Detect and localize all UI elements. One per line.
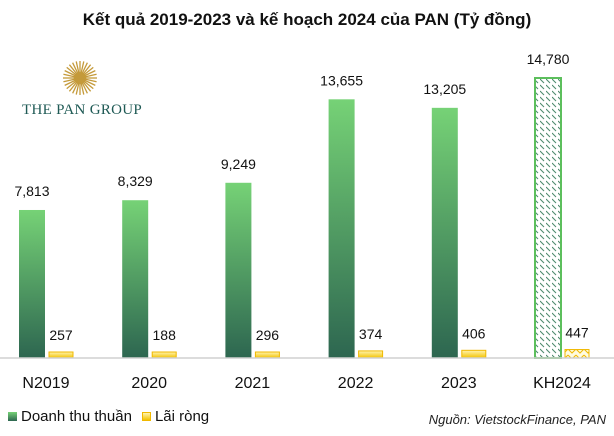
- net-profit-bar-KH2024: [564, 349, 590, 359]
- legend-swatch: [8, 412, 17, 421]
- x-tick-label: N2019: [22, 375, 69, 392]
- pan-group-logo-icon: [63, 61, 97, 95]
- legend-label: Lãi ròng: [154, 408, 210, 425]
- legend-label: Doanh thu thuần: [21, 408, 132, 425]
- revenue-label-2023: 13,205: [423, 81, 466, 97]
- net-profit-label-2020: 188: [153, 327, 177, 343]
- revenue-label-N2019: 7,813: [14, 183, 49, 199]
- x-tick-label: 2020: [131, 375, 167, 392]
- net-profit-bar-N2019: [48, 351, 74, 359]
- revenue-bar-2020: [122, 200, 149, 358]
- revenue-label-2021: 9,249: [221, 156, 256, 172]
- revenue-label-KH2024: 14,780: [527, 51, 570, 67]
- net-profit-label-2023: 406: [462, 325, 486, 341]
- x-tick-label: KH2024: [533, 375, 591, 392]
- legend-item-revenue: Doanh thu thuần: [8, 408, 132, 425]
- revenue-bar-2022: [328, 99, 355, 358]
- legend-item-net-profit: Lãi ròng: [141, 408, 210, 425]
- x-tick-label: 2021: [235, 375, 271, 392]
- chart-title: Kết quả 2019-2023 và kế hoạch 2024 của P…: [82, 10, 532, 29]
- net-profit-label-KH2024: 447: [565, 325, 589, 341]
- x-tick-label: 2023: [441, 375, 477, 392]
- revenue-label-2020: 8,329: [118, 173, 153, 189]
- revenue-label-2022: 13,655: [320, 72, 363, 88]
- revenue-bar-KH2024: [534, 77, 562, 359]
- source-note: Nguồn: VietstockFinance, PAN: [428, 412, 606, 427]
- net-profit-label-2021: 296: [256, 327, 280, 343]
- legend-swatch: [141, 412, 151, 421]
- revenue-bar-2023: [431, 107, 458, 358]
- net-profit-bar-2022: [358, 350, 384, 359]
- net-profit-label-N2019: 257: [49, 327, 73, 343]
- net-profit-label-2022: 374: [359, 326, 383, 342]
- x-tick-label: 2022: [338, 375, 374, 392]
- legend: Doanh thu thuần Lãi ròng: [8, 408, 209, 425]
- net-profit-bar-2021: [254, 351, 280, 359]
- net-profit-bar-2023: [461, 349, 487, 359]
- logo-text: THE PAN GROUP: [22, 102, 143, 118]
- net-profit-bar-2020: [151, 351, 177, 359]
- revenue-bar-N2019: [19, 209, 45, 358]
- revenue-bar-2021: [225, 182, 252, 358]
